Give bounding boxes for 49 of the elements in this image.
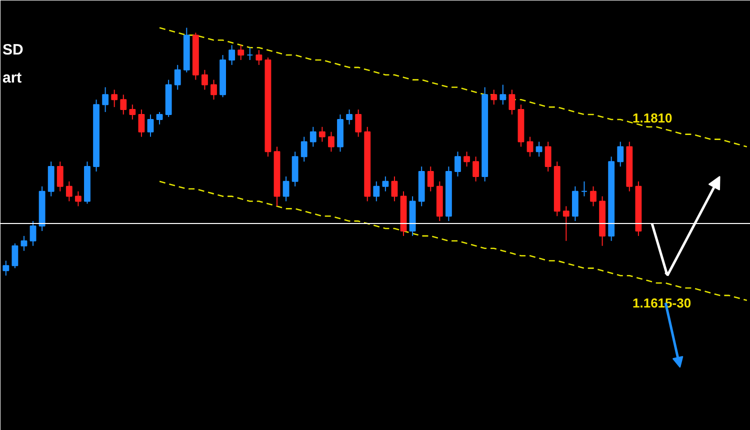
candlestick — [318, 126, 326, 142]
candlestick — [282, 176, 290, 202]
candlestick — [454, 151, 461, 177]
text: 1.1615-30 — [632, 296, 692, 310]
candlestick — [536, 141, 542, 158]
candlestick — [355, 109, 362, 138]
candlestick — [210, 79, 217, 100]
candlestick — [102, 86, 109, 113]
candlestick — [111, 89, 118, 108]
annotation: art — [2, 70, 22, 86]
candlestick — [490, 89, 498, 106]
candlestick — [346, 109, 353, 125]
candlestick — [256, 50, 262, 66]
candlestick — [66, 180, 72, 202]
candlestick — [391, 176, 398, 202]
annotation: SD — [2, 42, 24, 58]
candlestick — [238, 44, 244, 60]
candlestick — [472, 156, 480, 182]
candlestick — [526, 136, 534, 158]
candlestick — [508, 89, 516, 116]
candlestick — [328, 131, 334, 152]
candlestick — [300, 136, 308, 162]
candlestick — [581, 180, 588, 197]
candlestick — [382, 176, 389, 192]
annotation: 1.1810 — [632, 110, 672, 126]
candlestick — [202, 69, 208, 90]
candlestick — [56, 161, 64, 192]
candlestick — [246, 47, 254, 60]
candlestick — [156, 112, 163, 125]
candlestick — [120, 94, 127, 116]
candlestick — [590, 186, 596, 207]
candlestick — [174, 64, 181, 90]
candlestick — [310, 126, 316, 148]
candlestick — [427, 166, 434, 192]
candlestick — [12, 242, 18, 269]
candlestick — [464, 151, 470, 168]
candlestick — [30, 220, 36, 246]
candlestick — [2, 260, 10, 276]
candlestick — [20, 235, 28, 252]
candlestick — [228, 44, 236, 66]
candlestick — [544, 141, 552, 172]
candlestick — [75, 190, 82, 207]
candlestick — [129, 104, 136, 120]
candlestick — [617, 141, 624, 168]
candlestick — [500, 84, 506, 106]
candlestick — [147, 114, 154, 138]
candlestick — [373, 180, 380, 202]
candlestick — [562, 206, 570, 242]
candlestick — [138, 109, 145, 138]
